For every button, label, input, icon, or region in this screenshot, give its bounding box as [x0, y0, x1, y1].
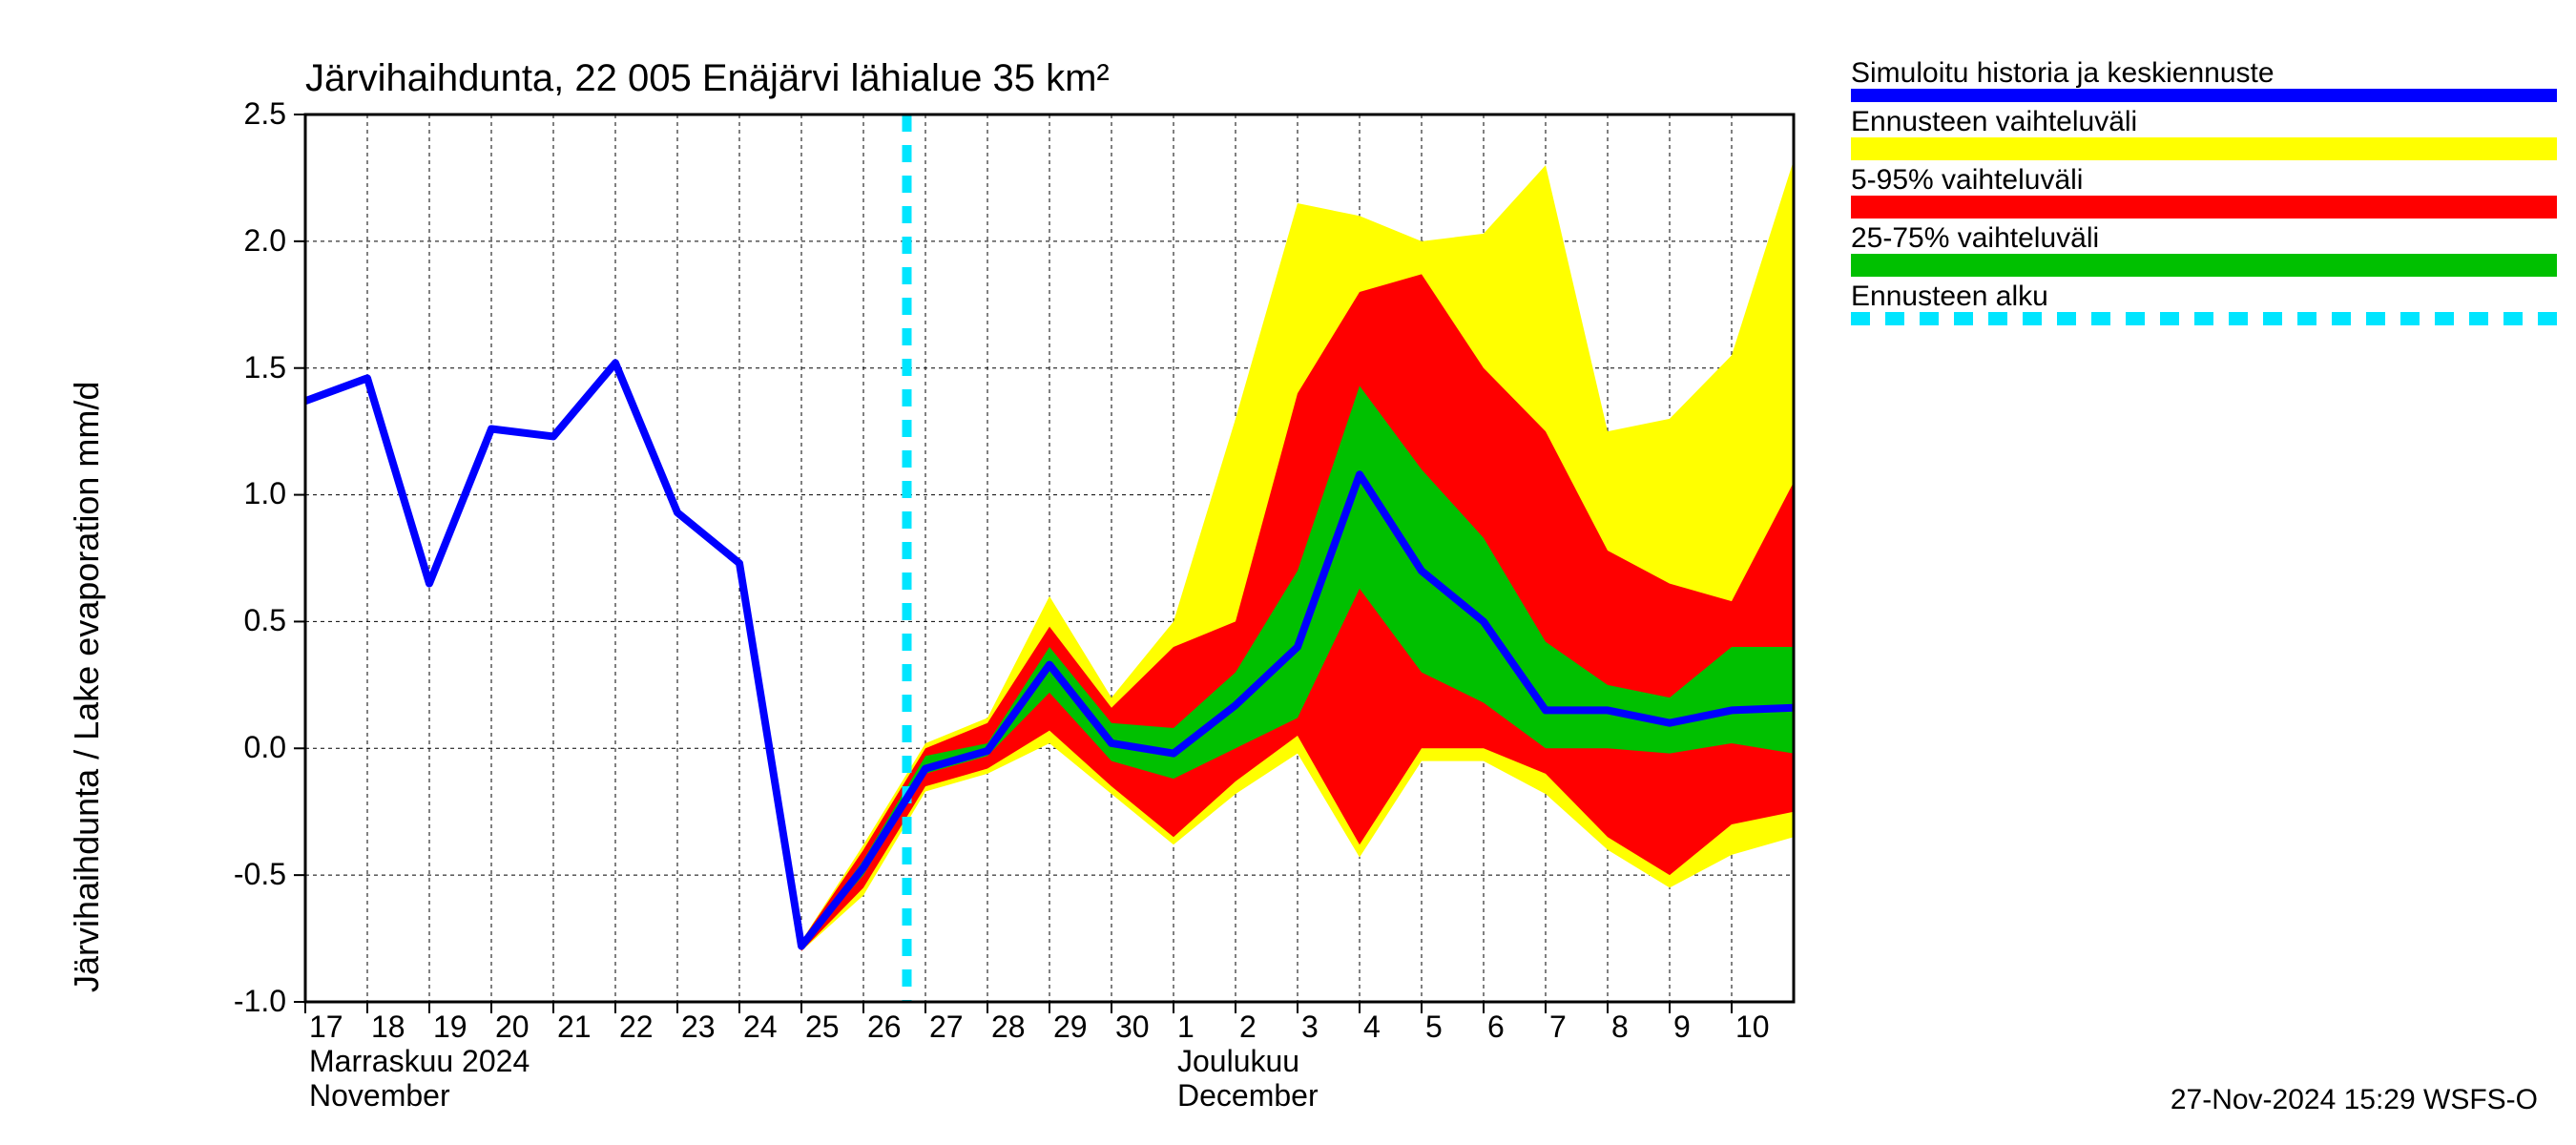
x-tick-label: 2: [1239, 1010, 1257, 1045]
x-tick-label: 7: [1549, 1010, 1567, 1045]
legend-label: Ennusteen vaihteluväli: [1851, 106, 2557, 137]
x-tick-label: 1: [1177, 1010, 1195, 1045]
legend-item: Ennusteen vaihteluväli: [1851, 106, 2557, 160]
legend: Simuloitu historia ja keskiennuste Ennust…: [1851, 57, 2557, 329]
legend-swatch: [1851, 312, 2557, 325]
x-tick-label: 10: [1735, 1010, 1770, 1045]
x-tick-label: 17: [309, 1010, 343, 1045]
timestamp-footer: 27-Nov-2024 15:29 WSFS-O: [2171, 1084, 2538, 1116]
y-tick-label: -1.0: [234, 984, 286, 1019]
x-tick-label: 19: [433, 1010, 467, 1045]
legend-item: 5-95% vaihteluväli: [1851, 164, 2557, 219]
x-tick-label: 25: [805, 1010, 840, 1045]
x-tick-label: 28: [991, 1010, 1026, 1045]
x-tick-label: 26: [867, 1010, 902, 1045]
x-tick-label: 8: [1611, 1010, 1629, 1045]
x-tick-label: 5: [1425, 1010, 1443, 1045]
y-tick-label: 2.5: [244, 96, 286, 132]
y-tick-label: 0.5: [244, 603, 286, 638]
x-tick-label: 9: [1673, 1010, 1691, 1045]
x-tick-label: 4: [1363, 1010, 1381, 1045]
legend-label: 5-95% vaihteluväli: [1851, 164, 2557, 196]
x-tick-label: 27: [929, 1010, 964, 1045]
y-tick-label: 1.5: [244, 350, 286, 385]
x-tick-label: 21: [557, 1010, 592, 1045]
legend-swatch: [1851, 137, 2557, 160]
y-tick-label: -0.5: [234, 857, 286, 892]
legend-swatch: [1851, 254, 2557, 277]
x-tick-label: 22: [619, 1010, 654, 1045]
x-tick-label: 6: [1487, 1010, 1505, 1045]
x-tick-label: 20: [495, 1010, 530, 1045]
legend-label: Simuloitu historia ja keskiennuste: [1851, 57, 2557, 89]
x-tick-label: 29: [1053, 1010, 1088, 1045]
legend-item: Ennusteen alku: [1851, 281, 2557, 325]
legend-label: Ennusteen alku: [1851, 281, 2557, 312]
month-label: December: [1177, 1078, 1319, 1114]
month-label: Joulukuu: [1177, 1044, 1299, 1079]
legend-swatch: [1851, 196, 2557, 219]
y-tick-label: 0.0: [244, 730, 286, 765]
month-label: Marraskuu 2024: [309, 1044, 530, 1079]
x-tick-label: 3: [1301, 1010, 1319, 1045]
x-tick-label: 30: [1115, 1010, 1150, 1045]
legend-item: 25-75% vaihteluväli: [1851, 222, 2557, 277]
y-tick-label: 1.0: [244, 476, 286, 511]
x-tick-label: 24: [743, 1010, 778, 1045]
legend-swatch: [1851, 89, 2557, 102]
x-tick-label: 23: [681, 1010, 716, 1045]
month-label: November: [309, 1078, 450, 1114]
legend-label: 25-75% vaihteluväli: [1851, 222, 2557, 254]
legend-item: Simuloitu historia ja keskiennuste: [1851, 57, 2557, 102]
y-tick-label: 2.0: [244, 223, 286, 259]
x-tick-label: 18: [371, 1010, 405, 1045]
